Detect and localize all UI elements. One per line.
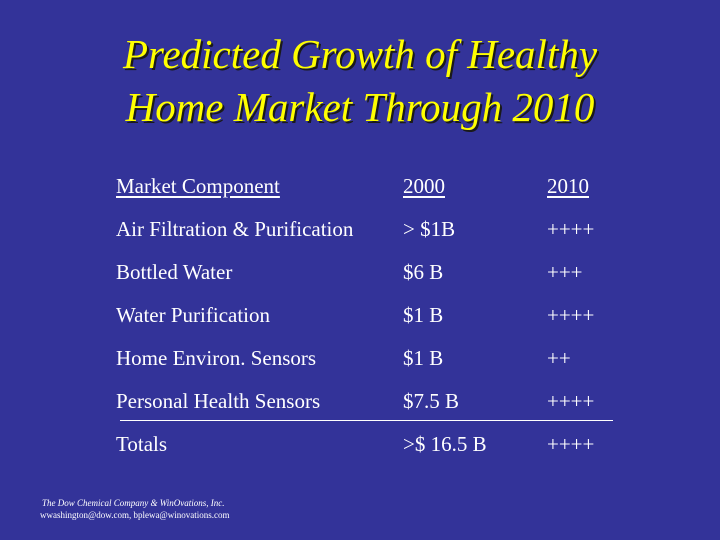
- totals-value-2000: >$ 16.5 B: [403, 432, 487, 456]
- slide-title-line-1: Predicted Growth of Healthy: [122, 31, 598, 77]
- row-value-2010: ++++: [547, 389, 595, 413]
- table-row: Bottled Water $6 B +++: [116, 251, 616, 294]
- row-component: Air Filtration & Purification: [116, 217, 354, 241]
- table-header-row: Market Component 2000 2010: [116, 165, 616, 208]
- footer-company: The Dow Chemical Company & WinOvations, …: [42, 498, 225, 508]
- totals-divider: [120, 420, 613, 421]
- header-market-component: Market Component: [116, 174, 280, 198]
- market-table: Market Component 2000 2010 Air Filtratio…: [116, 165, 616, 466]
- row-component: Bottled Water: [116, 260, 233, 284]
- row-component: Personal Health Sensors: [116, 389, 321, 413]
- table-row: Personal Health Sensors $7.5 B ++++: [116, 380, 616, 423]
- footer-emails: wwashington@dow.com, bplewa@winovations.…: [40, 510, 230, 520]
- table-row: Water Purification $1 B ++++: [116, 294, 616, 337]
- row-value-2000: $1 B: [403, 346, 444, 370]
- row-value-2000: $1 B: [403, 303, 444, 327]
- row-value-2010: ++++: [547, 303, 595, 327]
- row-value-2010: ++++: [547, 217, 595, 241]
- table-row: Home Environ. Sensors $1 B ++: [116, 337, 616, 380]
- row-value-2010: +++: [547, 260, 583, 284]
- row-value-2000: $7.5 B: [403, 389, 460, 413]
- row-value-2010: ++: [547, 346, 571, 370]
- totals-label: Totals: [116, 432, 168, 456]
- slide-title: Predicted Growth of Healthy Home Market …: [0, 28, 720, 134]
- totals-value-2010: ++++: [547, 432, 595, 456]
- row-value-2000: $6 B: [403, 260, 444, 284]
- table-row: Air Filtration & Purification > $1B ++++: [116, 208, 616, 251]
- header-year-2000: 2000: [403, 174, 445, 198]
- row-value-2000: > $1B: [403, 217, 456, 241]
- row-component: Water Purification: [116, 303, 271, 327]
- row-component: Home Environ. Sensors: [116, 346, 317, 370]
- header-year-2010: 2010: [547, 174, 589, 198]
- slide-title-line-2: Home Market Through 2010: [125, 84, 595, 130]
- footer: The Dow Chemical Company & WinOvations, …: [40, 497, 229, 521]
- table-totals-row: Totals >$ 16.5 B ++++: [116, 423, 616, 466]
